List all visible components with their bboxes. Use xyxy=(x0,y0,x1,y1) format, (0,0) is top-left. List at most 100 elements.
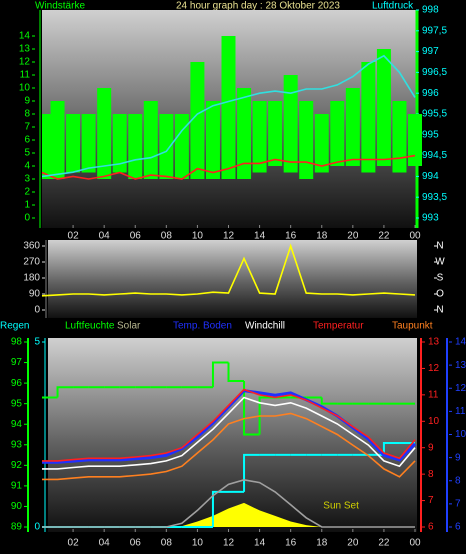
series-line xyxy=(42,396,416,470)
annotation: Sun Set xyxy=(323,501,359,512)
y-tick-label: 96 xyxy=(11,378,23,389)
y-tick-label: 9 xyxy=(24,96,30,107)
x-tick-label: 18 xyxy=(316,538,328,549)
y2-tick-label: 994,5 xyxy=(422,150,447,161)
wind-range xyxy=(112,114,127,173)
y2-tick-label: N xyxy=(436,305,443,316)
y3-tick-label: 13 xyxy=(455,360,466,371)
y2-tick-label: W xyxy=(435,257,445,268)
y-tick-label: 4 xyxy=(24,161,30,172)
y-tick-label: 14 xyxy=(19,31,31,42)
y3-tick-label: 12 xyxy=(455,383,466,394)
y-tick-label: 1 xyxy=(24,200,30,211)
y2-tick-label: 996,5 xyxy=(422,67,447,78)
wind-range xyxy=(392,101,407,173)
y2-axis-label: Luftdruck xyxy=(372,1,414,12)
y2-tick-label: O xyxy=(436,289,444,300)
legend-entry: Temp. Boden xyxy=(173,321,232,332)
y-tick-label: 0 xyxy=(34,305,40,316)
y-tick-label: 92 xyxy=(11,460,23,471)
y2-tick-label: 11 xyxy=(428,389,439,400)
wind-range xyxy=(128,114,143,179)
y-tick-label: 3 xyxy=(24,174,30,185)
y2-tick-label: 8 xyxy=(428,469,434,480)
y-tick-label: 8 xyxy=(24,109,30,120)
wind-range xyxy=(408,114,422,166)
y2-tick-label: 7 xyxy=(428,495,434,506)
x-tick-label: 22 xyxy=(378,231,390,242)
chart-title: 24 hour graph day : 28 Oktober 2023 xyxy=(176,1,340,12)
series-line xyxy=(42,388,416,462)
step-segment xyxy=(56,386,74,398)
y2-tick-label: S xyxy=(437,273,444,284)
y2-tick-label: 995 xyxy=(422,129,439,140)
wind-range xyxy=(174,114,189,179)
wind-range xyxy=(361,62,376,173)
series-line xyxy=(41,154,416,180)
y-tick-label: 90 xyxy=(29,289,41,300)
wind-range xyxy=(252,101,267,173)
step-segment xyxy=(258,396,276,435)
y3-tick-label: 11 xyxy=(455,406,466,417)
y3-tick-label: 14 xyxy=(455,337,466,348)
y2-tick-label: 998 xyxy=(422,5,439,16)
y-tick-label: 97 xyxy=(11,357,23,368)
y-tick-label: 270 xyxy=(23,257,40,268)
legend-entry: Temperatur xyxy=(313,321,364,332)
y2-tick-label: 996 xyxy=(422,88,439,99)
y4-tick-label: 0 xyxy=(34,522,40,533)
y-tick-label: 89 xyxy=(11,522,23,533)
y3-tick-label: 6 xyxy=(455,522,461,533)
plot-background xyxy=(48,338,417,532)
step-segment xyxy=(227,362,245,383)
wind-range xyxy=(190,62,205,179)
step-segment xyxy=(320,397,338,405)
series-line xyxy=(41,54,416,178)
y-tick-label: 0 xyxy=(24,213,30,224)
x-tick-label: 02 xyxy=(68,538,80,549)
x-tick-label: 00 xyxy=(409,538,421,549)
y2-tick-label: 997,5 xyxy=(422,25,447,36)
x-tick-label: 06 xyxy=(130,538,142,549)
x-tick-label: 16 xyxy=(285,538,297,549)
y-tick-label: 5 xyxy=(24,148,30,159)
y3-tick-label: 7 xyxy=(455,499,461,510)
x-tick-label: 12 xyxy=(223,231,235,242)
y3-tick-label: 10 xyxy=(455,429,466,440)
x-tick-label: 22 xyxy=(378,538,390,549)
x-tick-label: 20 xyxy=(347,538,359,549)
y-tick-label: 180 xyxy=(23,273,40,284)
y-tick-label: 91 xyxy=(11,481,23,492)
y2-tick-label: 9 xyxy=(428,442,434,453)
series-area xyxy=(42,502,415,527)
y2-tick-label: 994 xyxy=(422,171,439,182)
x-tick-label: 16 xyxy=(285,231,297,242)
y-tick-label: 13 xyxy=(19,44,31,55)
wind-range xyxy=(159,114,174,179)
y4-tick-label: 5 xyxy=(34,337,40,348)
wind-range xyxy=(205,101,220,179)
y-tick-label: 360 xyxy=(23,241,40,252)
x-tick-label: 06 xyxy=(130,231,142,242)
y-axis-label: Windstärke xyxy=(35,1,85,12)
legend-entry: Solar xyxy=(117,321,141,332)
wind-range xyxy=(268,101,283,166)
wind-range xyxy=(299,101,314,179)
wind-range xyxy=(97,88,112,179)
legend-entry: Luftfeuchte xyxy=(65,321,115,332)
x-tick-label: 20 xyxy=(347,231,359,242)
legend-entry: Taupunkt xyxy=(392,321,433,332)
wind-range xyxy=(66,114,81,173)
y-tick-label: 95 xyxy=(11,398,23,409)
x-tick-label: 14 xyxy=(254,231,266,242)
x-tick-label: 10 xyxy=(192,231,204,242)
x-tick-label: 04 xyxy=(99,231,111,242)
wind-range xyxy=(143,101,158,179)
x-tick-label: 04 xyxy=(99,538,111,549)
y2-tick-label: 10 xyxy=(428,416,440,427)
x-tick-label: 14 xyxy=(254,538,266,549)
y3-tick-label: 8 xyxy=(455,475,461,486)
x-tick-label: 08 xyxy=(161,231,173,242)
y-tick-label: 10 xyxy=(19,83,31,94)
